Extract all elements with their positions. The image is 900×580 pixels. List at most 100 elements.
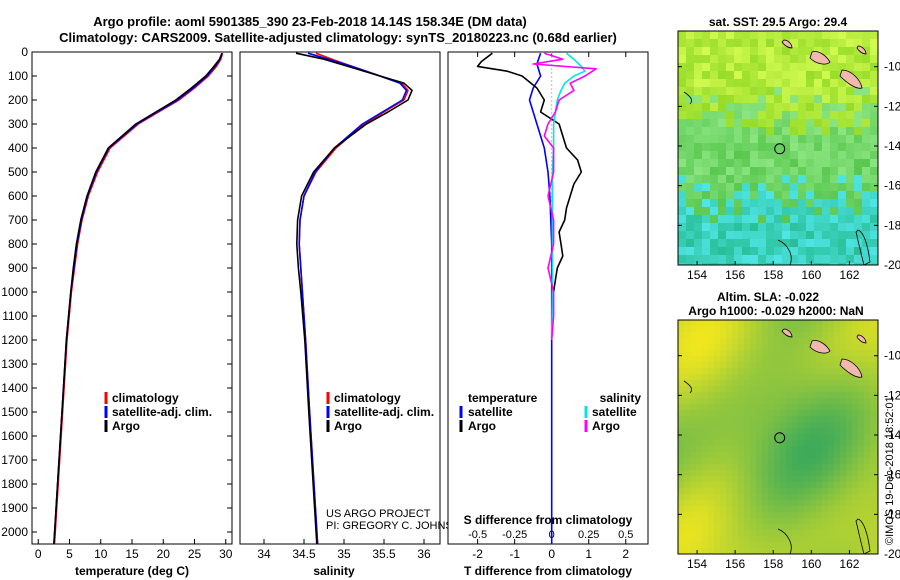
heatmap-cell <box>864 440 871 447</box>
heatmap-cell <box>750 434 757 441</box>
heatmap-cell <box>834 332 841 339</box>
heatmap-cell <box>858 386 865 393</box>
heatmap-cell <box>830 103 839 112</box>
heatmap-cell <box>782 239 791 248</box>
heatmap-cell <box>846 338 853 345</box>
heatmap-cell <box>762 482 769 489</box>
heatmap-cell <box>732 518 739 525</box>
heatmap-cell <box>690 362 697 369</box>
sst-coastlines <box>683 39 871 265</box>
heatmap-cell <box>758 103 767 112</box>
heatmap-cell <box>710 127 719 136</box>
heatmap-cell <box>786 476 793 483</box>
heatmap-cell <box>834 350 841 357</box>
heatmap-cell <box>738 350 745 357</box>
heatmap-cell <box>798 548 805 554</box>
heatmap-cell <box>756 506 763 513</box>
heatmap-cell <box>726 464 733 471</box>
heatmap-cell <box>786 440 793 447</box>
heatmap-cell <box>766 87 775 96</box>
heatmap-cell <box>766 239 775 248</box>
heatmap-cell <box>744 440 751 447</box>
heatmap-cell <box>822 239 831 248</box>
heatmap-cell <box>714 380 721 387</box>
heatmap-cell <box>756 350 763 357</box>
heatmap-cell <box>786 380 793 387</box>
heatmap-cell <box>792 422 799 429</box>
heatmap-cell <box>822 386 829 393</box>
heatmap-cell <box>768 482 775 489</box>
depth-tick-label: 300 <box>8 117 28 131</box>
heatmap-cell <box>696 356 703 363</box>
heatmap-cell <box>718 191 727 200</box>
island-shape <box>856 45 867 55</box>
heatmap-cell <box>678 127 687 136</box>
heatmap-cell <box>732 350 739 357</box>
argo-float-marker <box>774 432 786 444</box>
heatmap-cell <box>822 506 829 513</box>
heatmap-cell <box>734 207 743 216</box>
heatmap-cell <box>726 350 733 357</box>
heatmap-cell <box>790 239 799 248</box>
x-tick-label: 5 <box>66 547 73 561</box>
heatmap-cell <box>694 223 703 232</box>
heatmap-cell <box>810 524 817 531</box>
heatmap-cell <box>678 386 685 393</box>
heatmap-cell <box>858 422 865 429</box>
heatmap-cell <box>780 422 787 429</box>
heatmap-cell <box>726 326 733 333</box>
heatmap-cell <box>702 135 711 144</box>
heatmap-cell <box>686 199 695 208</box>
heatmap-cell <box>830 239 839 248</box>
heatmap-cell <box>678 63 687 72</box>
heatmap-cell <box>810 326 817 333</box>
heatmap-cell <box>792 470 799 477</box>
heatmap-cell <box>840 404 847 411</box>
heatmap-cell <box>806 199 815 208</box>
heatmap-cell <box>822 542 829 549</box>
heatmap-cell <box>780 494 787 501</box>
heatmap-cell <box>822 71 831 80</box>
heatmap-cell <box>846 332 853 339</box>
heatmap-cell <box>694 231 703 240</box>
heatmap-cell <box>734 79 743 88</box>
heatmap-cell <box>726 263 735 265</box>
heatmap-cell <box>846 350 853 357</box>
heatmap-cell <box>858 476 865 483</box>
heatmap-cell <box>870 175 878 184</box>
heatmap-cell <box>768 542 775 549</box>
heatmap-cell <box>798 239 807 248</box>
heatmap-cell <box>870 500 877 507</box>
heatmap-cell <box>742 79 751 88</box>
heatmap-cell <box>846 536 853 543</box>
heatmap-cell <box>714 506 721 513</box>
heatmap-cell <box>798 95 807 104</box>
heatmap-cell <box>798 458 805 465</box>
heatmap-cell <box>790 263 799 265</box>
heatmap-cell <box>846 55 855 64</box>
heatmap-cell <box>846 63 855 72</box>
heatmap-cell <box>870 410 877 417</box>
heatmap-cell <box>810 332 817 339</box>
lon-tick-label: 156 <box>725 268 745 282</box>
heatmap-cell <box>854 191 863 200</box>
heatmap-cell <box>726 119 735 128</box>
heatmap-cell <box>862 111 871 120</box>
heatmap-cell <box>678 446 685 453</box>
heatmap-cell <box>678 167 687 176</box>
heatmap-cell <box>816 518 823 525</box>
heatmap-cell <box>686 239 695 248</box>
heatmap-cell <box>876 440 878 447</box>
heatmap-cell <box>840 446 847 453</box>
heatmap-cell <box>694 191 703 200</box>
heatmap-cell <box>822 119 831 128</box>
heatmap-cell <box>774 380 781 387</box>
heatmap-cell <box>678 95 687 104</box>
heatmap-cell <box>732 368 739 375</box>
heatmap-cell <box>744 428 751 435</box>
heatmap-cell <box>744 536 751 543</box>
heatmap-cell <box>834 542 841 549</box>
heatmap-cell <box>768 386 775 393</box>
heatmap-cell <box>690 542 697 549</box>
heatmap-cell <box>840 368 847 375</box>
